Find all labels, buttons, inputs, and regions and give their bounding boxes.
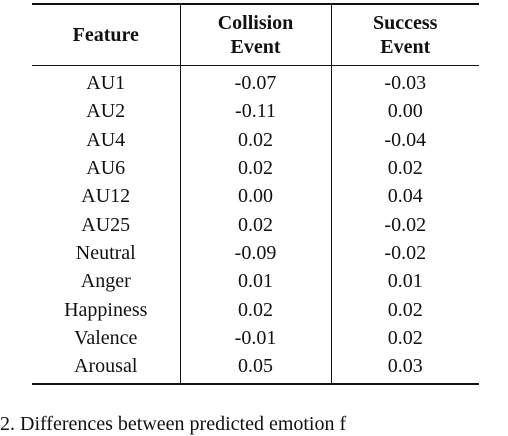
feature-cell: AU6: [32, 153, 181, 183]
feature-cell: AU2: [32, 97, 181, 126]
collision-cell: 0.02: [180, 295, 332, 324]
table-header: Feature Collision Event Success Event: [32, 4, 479, 66]
success-cell: 0.02: [387, 298, 423, 321]
feature-cell: Happiness: [32, 295, 181, 324]
table-row: Neutral -0.09 -0.02: [32, 238, 479, 268]
collision-cell: 0.01: [180, 267, 332, 296]
results-table-container: Feature Collision Event Success Event AU…: [32, 3, 479, 385]
collision-cell: 0.02: [180, 125, 332, 154]
feature-cell: Arousal: [32, 351, 181, 385]
table-row: AU4 0.02 -0.04: [32, 125, 479, 154]
table-caption: 2. Differences between predicted emotion…: [0, 413, 347, 435]
success-cell: 0.02: [387, 326, 423, 349]
header-success-line-2: Event: [380, 36, 431, 58]
table-row: AU2 -0.11 0.00: [32, 97, 479, 126]
table-row: Valence -0.01 0.02: [32, 323, 479, 352]
success-cell: 0.01: [387, 270, 423, 293]
table-row: Anger 0.01 0.01: [32, 267, 479, 296]
collision-cell: 0.05: [180, 351, 332, 385]
collision-cell: -0.11: [180, 97, 332, 126]
table-row: Happiness 0.02 0.02: [32, 295, 479, 324]
table-row: Arousal 0.05 0.03: [32, 351, 479, 385]
success-cell: 0.00: [387, 100, 423, 123]
collision-cell: 0.02: [180, 153, 332, 183]
table-row: AU25 0.02 -0.02: [32, 210, 479, 239]
feature-cell: Anger: [32, 267, 181, 296]
success-cell: -0.04: [384, 128, 427, 151]
collision-cell: -0.09: [180, 238, 332, 268]
success-cell: -0.03: [384, 72, 427, 95]
results-table: Feature Collision Event Success Event AU…: [32, 3, 479, 385]
success-cell: 0.02: [387, 157, 423, 180]
feature-cell: AU12: [32, 182, 181, 211]
feature-cell: Neutral: [32, 238, 181, 268]
header-collision-event: Collision Event: [180, 4, 332, 66]
table-body: AU1 -0.07 -0.03 AU2 -0.11 0.00 AU4 0.02 …: [32, 65, 479, 385]
table-row: AU6 0.02 0.02: [32, 153, 479, 183]
table-row: AU1 -0.07 -0.03: [32, 65, 479, 98]
success-cell: -0.02: [384, 213, 427, 236]
success-cell: 0.03: [387, 355, 423, 378]
feature-cell: AU1: [32, 65, 181, 98]
success-cell: -0.02: [384, 241, 427, 264]
collision-cell: -0.07: [180, 65, 332, 98]
header-success-line-1: Success: [373, 12, 438, 34]
feature-cell: Valence: [32, 323, 181, 352]
header-row: Feature Collision Event Success Event: [32, 4, 479, 66]
header-feature-line-1: Feature: [72, 24, 139, 46]
header-feature: Feature: [32, 4, 181, 66]
collision-cell: -0.01: [180, 323, 332, 352]
collision-cell: 0.00: [180, 182, 332, 211]
feature-cell: AU4: [32, 125, 181, 154]
success-cell: 0.04: [387, 185, 423, 208]
header-collision-line-1: Collision: [217, 12, 294, 34]
header-success-event: Success Event: [331, 4, 479, 66]
table-row: AU12 0.00 0.04: [32, 182, 479, 211]
header-collision-line-2: Event: [230, 36, 281, 58]
feature-cell: AU25: [32, 210, 181, 239]
collision-cell: 0.02: [180, 210, 332, 239]
